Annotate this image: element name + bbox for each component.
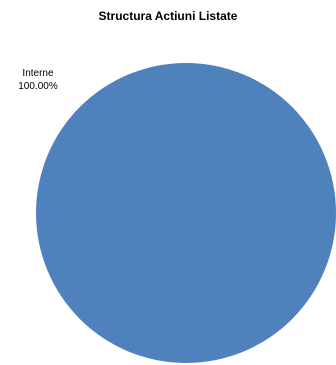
pie-slice-interne — [36, 63, 336, 363]
slice-data-label: Interne 100.00% — [10, 67, 66, 93]
slice-category-label: Interne — [22, 68, 54, 79]
chart-title: Structura Actiuni Listate — [98, 9, 238, 23]
slice-percent-label: 100.00% — [18, 81, 58, 92]
